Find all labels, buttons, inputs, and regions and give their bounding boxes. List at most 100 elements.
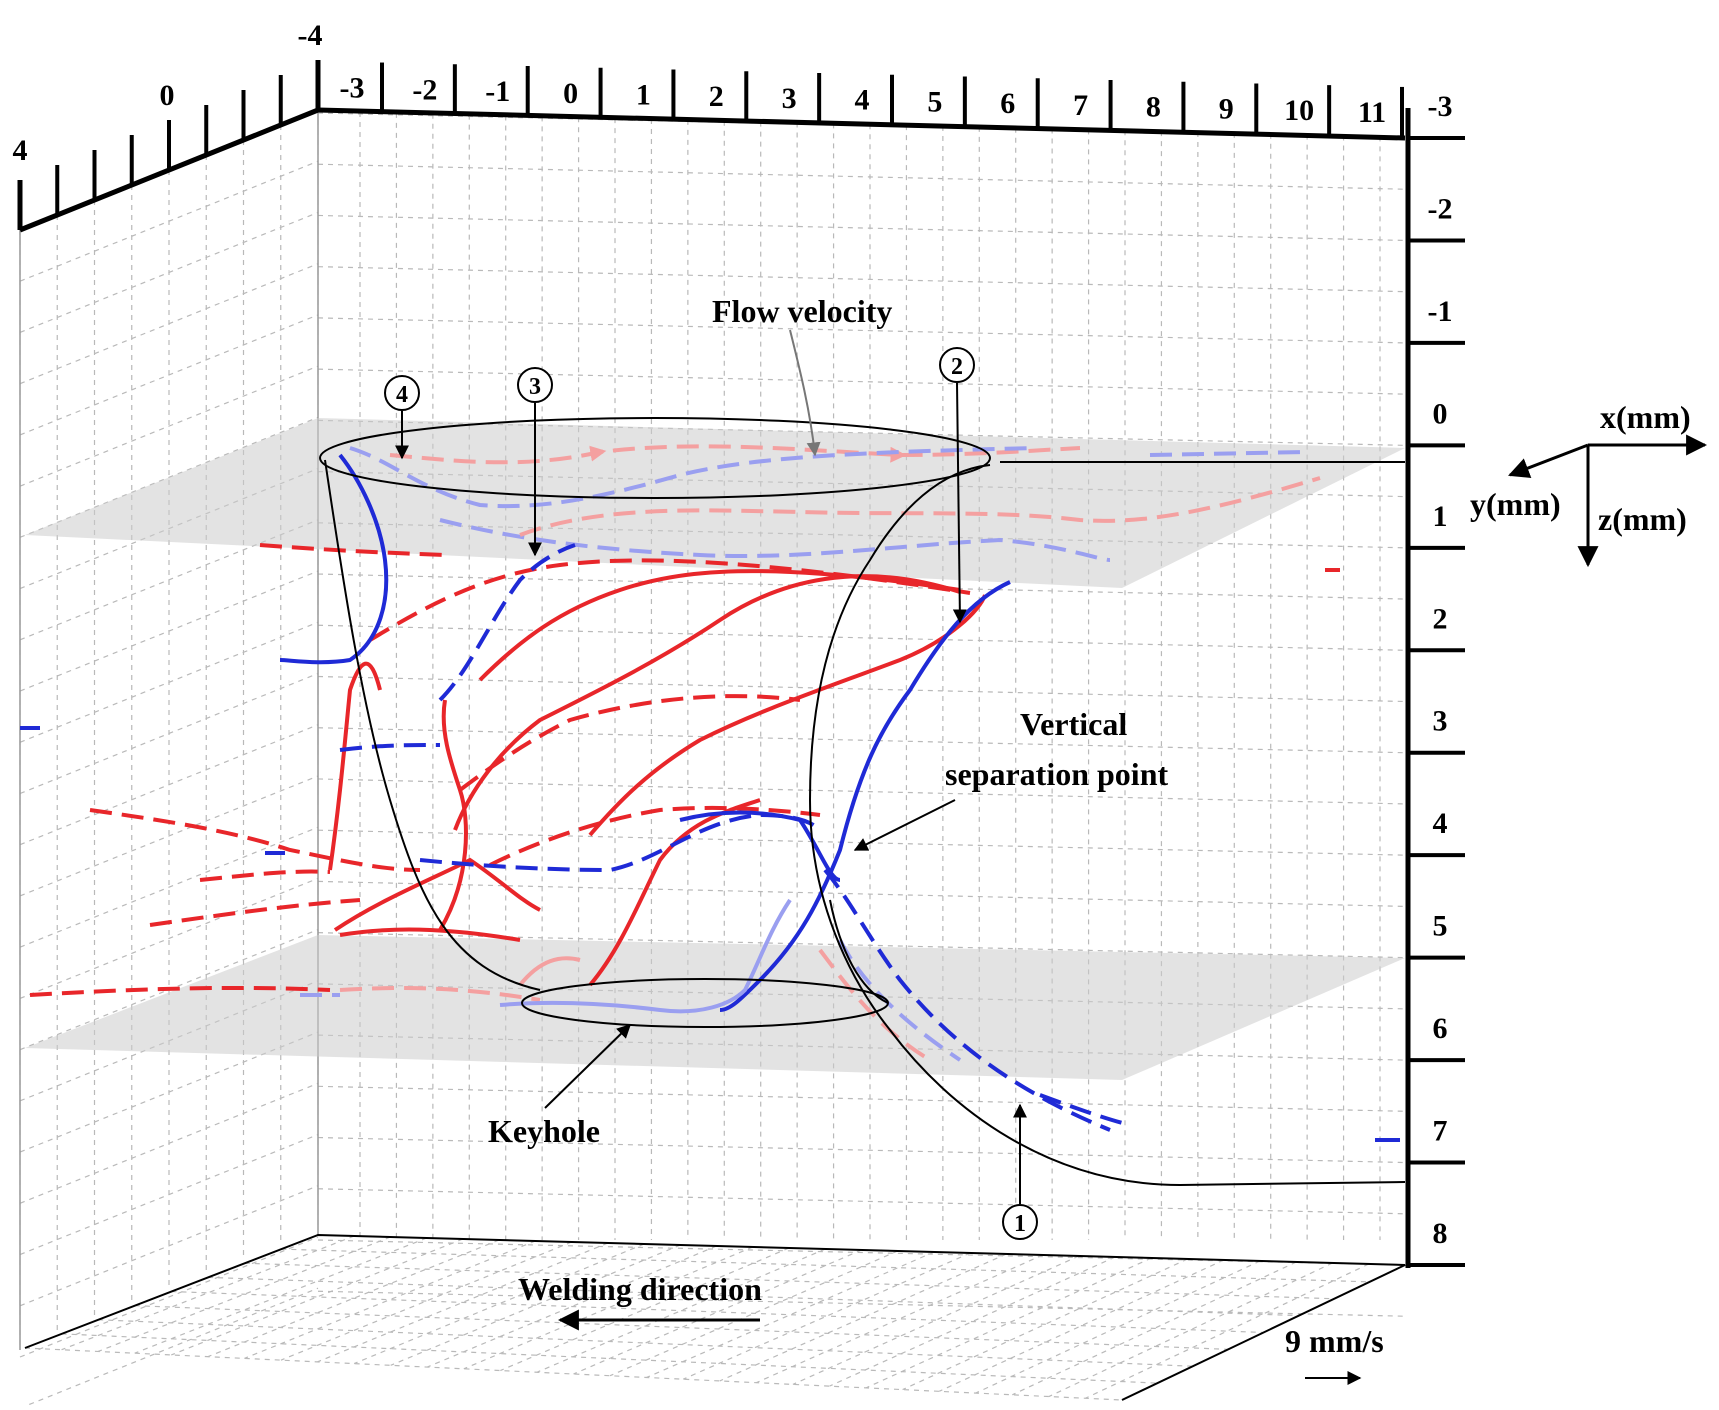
z-tick-label: 2 bbox=[1433, 602, 1448, 635]
back-grid-hline bbox=[317, 1239, 1406, 1266]
streamline-pink-exit bbox=[818, 948, 932, 1062]
floor-grid-line bbox=[244, 1262, 1335, 1300]
floor-grid-line bbox=[98, 1319, 1193, 1367]
marker-3: 3 bbox=[517, 367, 553, 557]
floor-grid-line bbox=[682, 1252, 971, 1380]
floor-grid-line bbox=[281, 1248, 1370, 1283]
y-tick-label-4: 4 bbox=[13, 134, 28, 167]
x-tick-label: -1 bbox=[485, 75, 510, 108]
z-axis-ticks bbox=[1408, 136, 1465, 1267]
legend-z-label: z(mm) bbox=[1598, 501, 1687, 537]
streamline-red-1 bbox=[453, 574, 961, 831]
flow-velocity-label: Flow velocity bbox=[712, 293, 892, 329]
floor-grid-line bbox=[353, 1243, 645, 1365]
floor-grid-line bbox=[134, 1237, 427, 1354]
streamline-blue-dash-exit-2 bbox=[1039, 1093, 1131, 1127]
side-grid-hline bbox=[19, 1236, 319, 1358]
marker-1-label: 1 bbox=[1014, 1211, 1026, 1237]
floor-grid-line bbox=[463, 1246, 754, 1370]
streamline-red-dash-5 bbox=[199, 869, 331, 882]
streamline-blue-5 bbox=[679, 810, 841, 882]
floor-grid-line bbox=[646, 1251, 935, 1379]
floor-grid-line bbox=[208, 1276, 1299, 1317]
side-wall-grid bbox=[19, 110, 319, 1409]
marker-3-circle bbox=[517, 367, 553, 403]
side-grid-hline bbox=[19, 1082, 319, 1204]
streamline-top-lightblue-2 bbox=[439, 518, 1111, 562]
x-tick-label: 10 bbox=[1284, 94, 1314, 127]
side-grid-hline bbox=[19, 263, 319, 385]
back-grid-hline bbox=[317, 1136, 1406, 1164]
streamline-red-8 bbox=[339, 927, 521, 942]
back-grid-hline bbox=[317, 1188, 1406, 1215]
back-grid-hline bbox=[317, 727, 1406, 754]
z-tick-label: -2 bbox=[1428, 192, 1453, 225]
floor-grid-line bbox=[317, 1242, 609, 1363]
marker-2: 2 bbox=[939, 347, 975, 624]
floor-grid-line bbox=[1085, 1263, 1370, 1399]
back-grid-hline bbox=[317, 624, 1406, 651]
z-tick-label: 4 bbox=[1433, 807, 1448, 840]
side-grid-hline bbox=[19, 211, 319, 334]
scale-label: 9 mm/s bbox=[1285, 1323, 1384, 1359]
floor-grid-line bbox=[609, 1250, 898, 1377]
side-grid-hline bbox=[19, 1133, 319, 1256]
back-grid-hline bbox=[317, 368, 1406, 395]
z-tick-label: 1 bbox=[1433, 500, 1448, 533]
marker-4-circle bbox=[384, 375, 420, 411]
separation-point-leader bbox=[853, 799, 956, 851]
floor-grid-line bbox=[792, 1255, 1080, 1385]
floor-grid-line bbox=[902, 1258, 1188, 1391]
coordinate-legend: x(mm) y(mm) z(mm) bbox=[1470, 399, 1708, 568]
keyhole-inner-wall bbox=[829, 899, 889, 1004]
side-grid-hline bbox=[19, 160, 319, 282]
back-grid-hline bbox=[317, 880, 1406, 908]
streamline-blue-3 bbox=[339, 743, 441, 752]
marker-4: 4 bbox=[384, 375, 420, 460]
marker-2-leader bbox=[952, 382, 967, 624]
marker-2-circle bbox=[939, 347, 975, 383]
floor-grid-line bbox=[171, 1238, 464, 1356]
back-grid-hline bbox=[317, 214, 1406, 242]
floor-grid-line bbox=[865, 1257, 1152, 1389]
y-axis-ticks bbox=[18, 60, 320, 230]
streamline-red-7 bbox=[588, 798, 761, 987]
streamline-top-lightblue bbox=[349, 446, 1036, 509]
streamline-red-3 bbox=[588, 594, 987, 837]
side-grid-hline bbox=[19, 1031, 319, 1153]
x-tick-label: 1 bbox=[636, 79, 651, 112]
side-grid-hline bbox=[19, 877, 319, 999]
streamline-red-dash-6 bbox=[89, 808, 421, 872]
top-surface-plane bbox=[25, 418, 1405, 588]
streamline-red-dash-3 bbox=[458, 694, 801, 792]
x-tick-label: 2 bbox=[709, 80, 724, 113]
floor-grid-line bbox=[427, 1245, 717, 1368]
floor-grid-line bbox=[24, 1347, 1123, 1401]
x-tick-label: 3 bbox=[782, 82, 797, 115]
vertical-label-line2: separation point bbox=[945, 756, 1168, 792]
streamline-red-dash-1 bbox=[259, 543, 446, 557]
keyhole-left-wall bbox=[324, 459, 541, 991]
streamline-red-dash-2 bbox=[368, 558, 971, 642]
z-tick-label: 0 bbox=[1433, 397, 1448, 430]
floor-grid-line bbox=[719, 1253, 1007, 1382]
x-tick-label: -3 bbox=[340, 72, 365, 105]
streamline-red-dash-4 bbox=[489, 805, 821, 867]
x-tick-label: 9 bbox=[1219, 92, 1234, 125]
marker-1-circle bbox=[1002, 1204, 1038, 1240]
z-axis-tick-labels: -3 -2 -1 0 1 2 3 4 5 6 7 8 bbox=[1428, 90, 1453, 1250]
floor-grid-line bbox=[171, 1290, 1264, 1334]
back-grid-hline bbox=[317, 317, 1406, 344]
back-grid-hline bbox=[317, 829, 1406, 856]
floor-grid-line bbox=[975, 1260, 1261, 1394]
side-grid-hline bbox=[19, 826, 319, 948]
back-grid-hline bbox=[317, 163, 1406, 190]
streamline-blue-1 bbox=[279, 453, 389, 665]
keyhole-top-ellipse bbox=[319, 417, 991, 499]
streamline-red-5 bbox=[438, 699, 468, 932]
floor-grid-line bbox=[829, 1256, 1116, 1387]
streamline-blue-2 bbox=[438, 543, 576, 702]
back-grid-hline bbox=[317, 266, 1406, 293]
side-grid-hline bbox=[19, 314, 319, 436]
